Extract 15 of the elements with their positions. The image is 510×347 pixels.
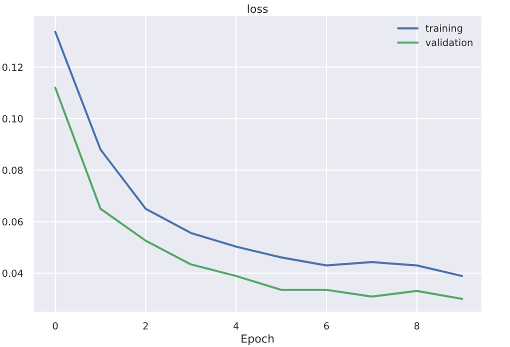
y-tick-label: 0.06 xyxy=(2,218,23,226)
legend-label: validation xyxy=(426,38,472,46)
x-tick-label: 4 xyxy=(233,322,239,330)
y-tick-label: 0.08 xyxy=(2,166,23,174)
x-tick-label: 2 xyxy=(143,322,148,330)
x-tick-label: 6 xyxy=(324,322,329,330)
line-series xyxy=(54,86,464,300)
chart-title: loss xyxy=(248,4,268,13)
y-tick-label: 0.04 xyxy=(2,270,23,277)
x-tick-label: 0 xyxy=(52,322,58,330)
y-tick-label: 0.12 xyxy=(2,64,22,71)
x-tick-label: 8 xyxy=(414,322,420,330)
x-axis-title: Epoch xyxy=(242,334,274,345)
legend-label: training xyxy=(426,24,462,34)
y-tick-label: 0.10 xyxy=(2,115,23,122)
